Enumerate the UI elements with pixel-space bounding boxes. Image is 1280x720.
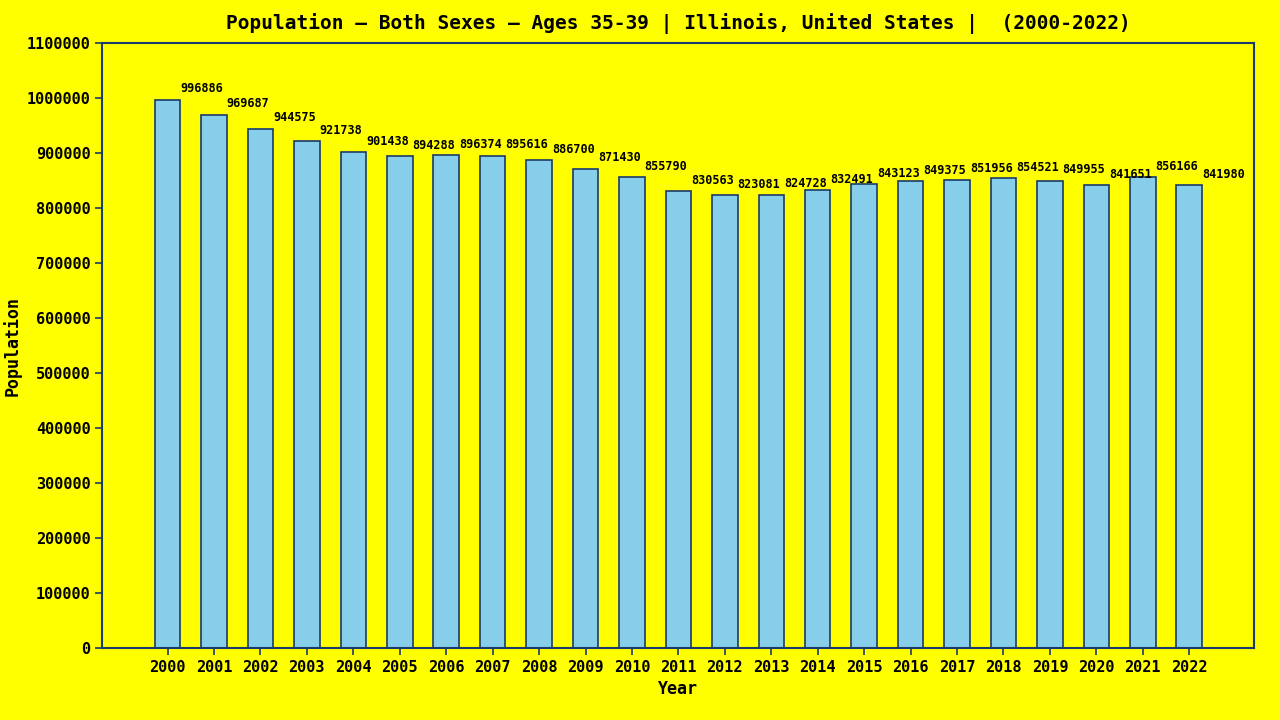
Bar xyxy=(1130,177,1156,648)
Text: 832491: 832491 xyxy=(831,173,873,186)
Y-axis label: Population: Population xyxy=(3,296,22,395)
Bar xyxy=(1176,185,1202,648)
Bar xyxy=(155,100,180,648)
Bar xyxy=(340,153,366,648)
Bar xyxy=(1037,181,1062,648)
Bar xyxy=(294,141,320,648)
Text: 843123: 843123 xyxy=(877,167,920,180)
Bar xyxy=(712,195,737,648)
Text: 996886: 996886 xyxy=(180,83,223,96)
Text: 851956: 851956 xyxy=(970,162,1012,175)
Text: 894288: 894288 xyxy=(412,139,456,152)
Bar xyxy=(945,179,970,648)
X-axis label: Year: Year xyxy=(658,680,699,698)
Bar xyxy=(805,190,831,648)
Text: 841980: 841980 xyxy=(1202,168,1244,181)
Bar xyxy=(666,192,691,648)
Title: Population – Both Sexes – Ages 35-39 | Illinois, United States |  (2000-2022): Population – Both Sexes – Ages 35-39 | I… xyxy=(227,13,1130,35)
Text: 969687: 969687 xyxy=(227,97,270,110)
Text: 856166: 856166 xyxy=(1156,160,1198,173)
Bar xyxy=(526,161,552,648)
Bar xyxy=(1084,185,1110,648)
Text: 895616: 895616 xyxy=(506,138,548,151)
Bar xyxy=(991,178,1016,648)
Text: 849375: 849375 xyxy=(923,163,966,176)
Bar xyxy=(897,181,923,648)
Text: 901438: 901438 xyxy=(366,135,408,148)
Text: 830563: 830563 xyxy=(691,174,733,187)
Bar xyxy=(434,155,460,648)
Text: 944575: 944575 xyxy=(273,112,316,125)
Bar xyxy=(759,194,785,648)
Text: 849955: 849955 xyxy=(1062,163,1106,176)
Bar xyxy=(572,169,598,648)
Bar xyxy=(201,115,227,648)
Bar xyxy=(247,129,273,648)
Bar xyxy=(620,177,645,648)
Text: 886700: 886700 xyxy=(552,143,595,156)
Bar xyxy=(851,184,877,648)
Text: 855790: 855790 xyxy=(645,160,687,173)
Text: 854521: 854521 xyxy=(1016,161,1059,174)
Text: 841651: 841651 xyxy=(1110,168,1152,181)
Bar xyxy=(480,156,506,648)
Text: 896374: 896374 xyxy=(460,138,502,150)
Text: 871430: 871430 xyxy=(598,151,641,164)
Bar xyxy=(387,156,412,648)
Text: 823081: 823081 xyxy=(737,178,781,191)
Text: 824728: 824728 xyxy=(785,177,827,190)
Text: 921738: 921738 xyxy=(320,124,362,137)
